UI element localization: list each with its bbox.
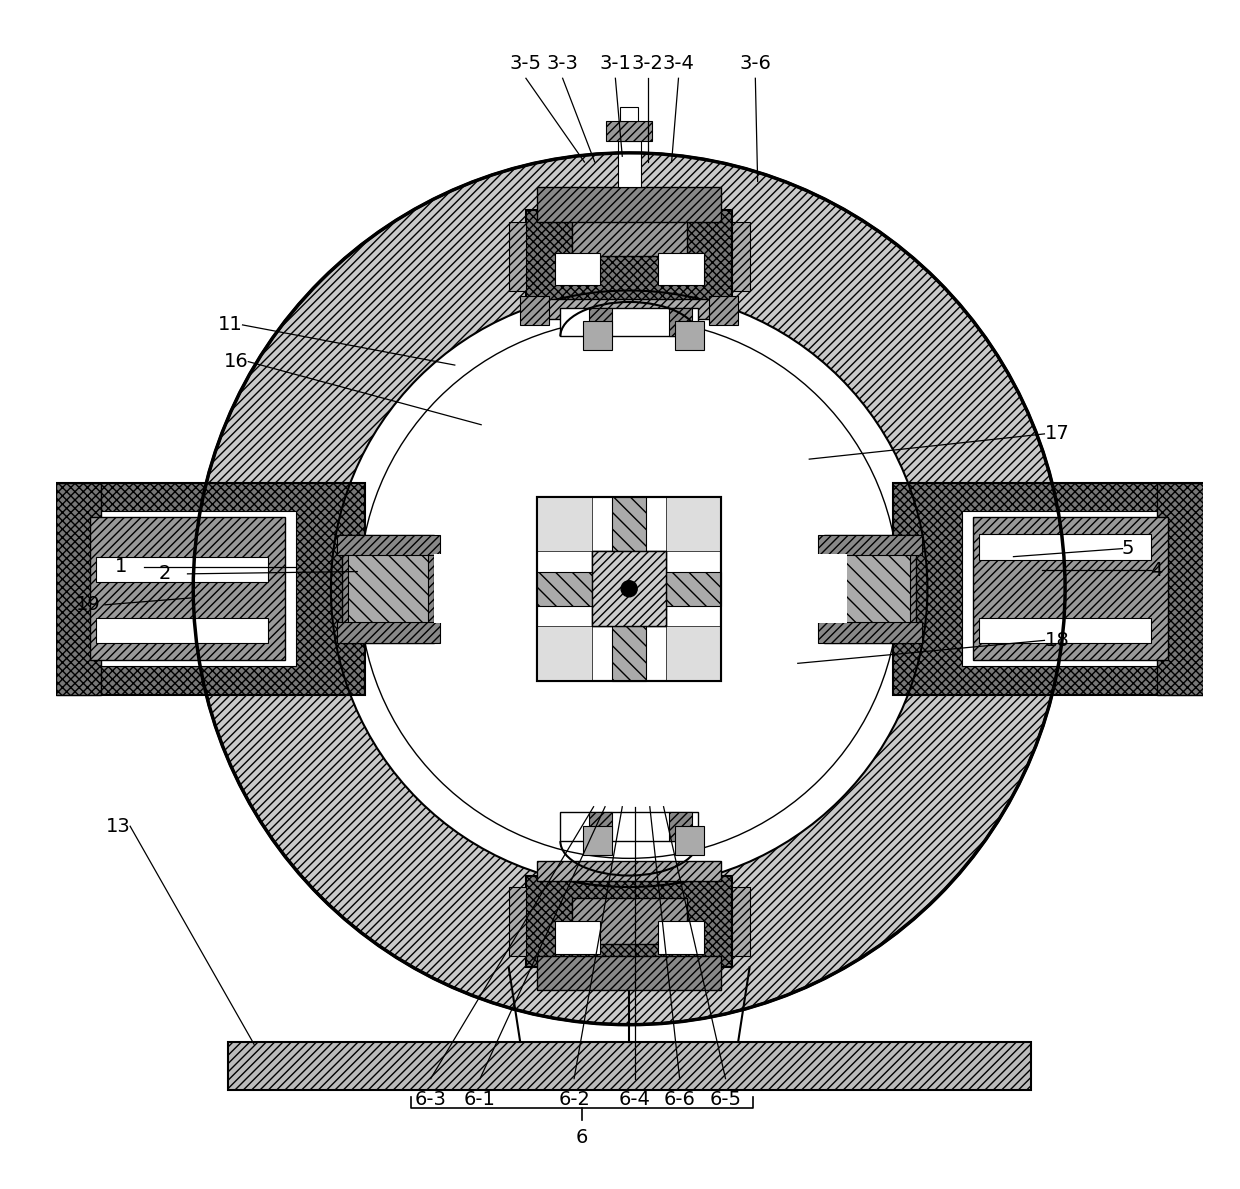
Text: 3-2: 3-2 [631,54,663,73]
Bar [56,483,366,694]
Bar [537,187,720,221]
Bar [537,572,591,606]
Text: 3-4: 3-4 [662,54,694,73]
Bar [520,296,549,325]
Bar [818,535,921,555]
Bar [342,535,434,643]
Bar [670,308,692,336]
Bar [537,298,720,319]
Bar [95,558,268,583]
Circle shape [331,290,928,887]
Bar [228,1042,1030,1090]
Bar [825,535,916,643]
Bar [537,497,720,680]
Bar [572,210,687,256]
Bar [583,826,613,855]
Bar [434,554,847,623]
Bar [537,956,720,990]
Bar [980,618,1151,643]
Bar [78,511,296,666]
Bar [613,497,646,552]
Circle shape [621,580,637,597]
Bar [537,627,591,680]
Bar [554,921,600,954]
Text: 6-6: 6-6 [663,1090,696,1109]
Bar [666,627,720,680]
Bar [589,812,613,841]
Bar [709,296,738,325]
Bar [526,875,733,968]
Bar [675,321,704,350]
Bar [606,121,652,141]
Text: 3-5: 3-5 [510,54,542,73]
Bar [336,622,440,643]
Bar [537,497,720,680]
Text: 6-2: 6-2 [558,1090,590,1109]
Text: 1: 1 [115,558,128,577]
Text: 3-1: 3-1 [599,54,631,73]
Bar [95,618,268,643]
Bar [733,221,750,290]
Text: 19: 19 [76,596,100,615]
Bar [830,546,910,631]
Bar [658,921,704,954]
Text: 5: 5 [1121,539,1133,558]
Text: 6: 6 [575,1128,588,1147]
Bar [508,221,526,290]
Bar [670,812,692,841]
Text: 16: 16 [223,352,248,371]
Bar [675,826,704,855]
Bar [560,308,698,336]
Text: 6-1: 6-1 [464,1090,496,1109]
Bar [666,572,720,606]
Bar [1157,483,1203,694]
Text: 11: 11 [218,315,243,334]
Bar [658,252,704,284]
Bar [348,546,428,631]
Bar [554,252,600,284]
Text: 3-3: 3-3 [547,54,579,73]
Bar [666,497,720,552]
Text: 6-3: 6-3 [414,1090,446,1109]
Text: 17: 17 [1044,424,1069,443]
Bar [336,535,440,555]
Text: 6-5: 6-5 [709,1090,742,1109]
Bar [591,552,666,627]
Circle shape [193,153,1065,1025]
Bar [973,517,1168,660]
Bar [537,861,720,881]
Bar [572,899,687,944]
Bar [91,517,285,660]
Bar [537,497,591,552]
Text: 13: 13 [105,817,130,836]
Bar [56,483,102,694]
Bar [583,321,613,350]
Bar [613,627,646,680]
Bar [618,141,641,187]
Bar [508,887,526,956]
Bar [893,483,1203,694]
Text: 2: 2 [159,565,171,584]
Bar [962,511,1179,666]
Bar [0,578,56,600]
Bar [1203,578,1240,600]
Bar [733,887,750,956]
Text: 4: 4 [1151,561,1163,580]
Text: 18: 18 [1044,631,1069,650]
Bar [526,210,733,302]
Text: 6-4: 6-4 [619,1090,651,1109]
Bar [620,107,639,121]
Bar [818,622,921,643]
Bar [980,534,1151,560]
Bar [591,552,666,627]
Bar [560,812,698,841]
Bar [589,308,613,336]
Text: 3-6: 3-6 [739,54,771,73]
